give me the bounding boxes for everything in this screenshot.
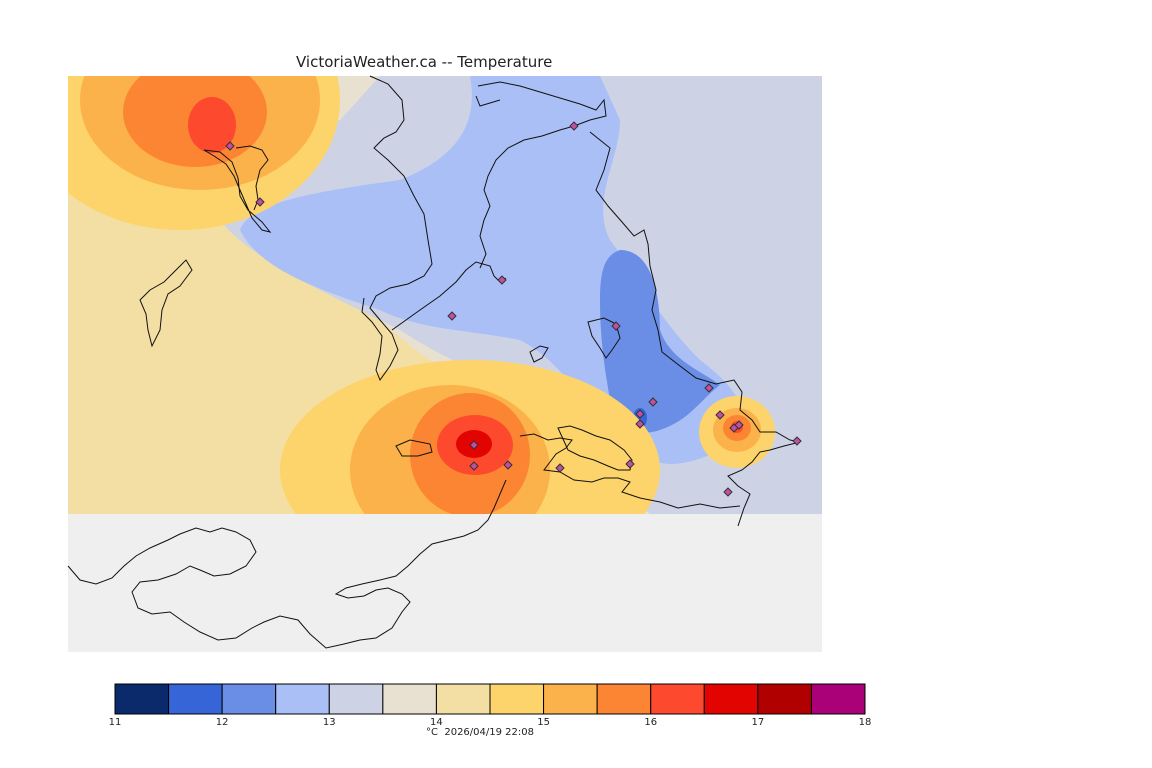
legend-color-bin [328, 683, 384, 715]
legend-tick-label: 15 [537, 717, 550, 728]
station-marker[interactable] [715, 410, 725, 420]
legend-color-bin [543, 683, 598, 715]
legend-tick-label: 18 [859, 717, 872, 728]
legend-tick-label: 11 [109, 717, 122, 728]
legend-color-bin [435, 683, 491, 715]
map-title: VictoriaWeather.ca -- Temperature [296, 53, 553, 71]
station-marker[interactable] [225, 141, 235, 151]
station-marker[interactable] [503, 460, 513, 470]
station-marker[interactable] [635, 409, 645, 419]
station-marker[interactable] [569, 121, 579, 131]
station-marker[interactable] [648, 397, 658, 407]
legend-tick-label: 17 [751, 717, 764, 728]
legend-color-bin [489, 683, 545, 715]
station-marker[interactable] [255, 197, 265, 207]
legend-color-bin [810, 683, 866, 715]
legend-color-bin [596, 683, 652, 715]
station-marker[interactable] [734, 420, 744, 430]
station-marker[interactable] [625, 459, 635, 469]
legend-tick-label: 14 [430, 717, 443, 728]
legend-color-bin [650, 683, 705, 715]
legend-color-bin [757, 683, 812, 715]
station-marker[interactable] [469, 440, 479, 450]
temperature-field [68, 76, 822, 514]
station-markers [225, 121, 802, 497]
station-marker[interactable] [611, 321, 621, 331]
station-marker[interactable] [447, 311, 457, 321]
legend-tick-label: 13 [323, 717, 336, 728]
legend-caption: °C 2026/04/19 22:08 [426, 727, 534, 738]
station-marker[interactable] [704, 383, 714, 393]
legend-color-bin [275, 683, 330, 715]
legend-color-bin [221, 683, 277, 715]
coastline [67, 75, 801, 649]
station-marker[interactable] [792, 436, 802, 446]
temperature-legend: 11 12 13 14 15 16 17 18 [109, 683, 871, 728]
station-marker[interactable] [635, 419, 645, 429]
station-marker[interactable] [497, 275, 507, 285]
legend-color-bin [703, 683, 759, 715]
station-marker[interactable] [469, 461, 479, 471]
legend-tick-label: 16 [644, 717, 657, 728]
legend-tick-label: 12 [216, 717, 229, 728]
station-marker[interactable] [723, 487, 733, 497]
legend-color-bin [382, 683, 437, 715]
legend-color-bin [114, 683, 170, 715]
station-marker[interactable] [555, 463, 565, 473]
legend-color-bin [168, 683, 223, 715]
